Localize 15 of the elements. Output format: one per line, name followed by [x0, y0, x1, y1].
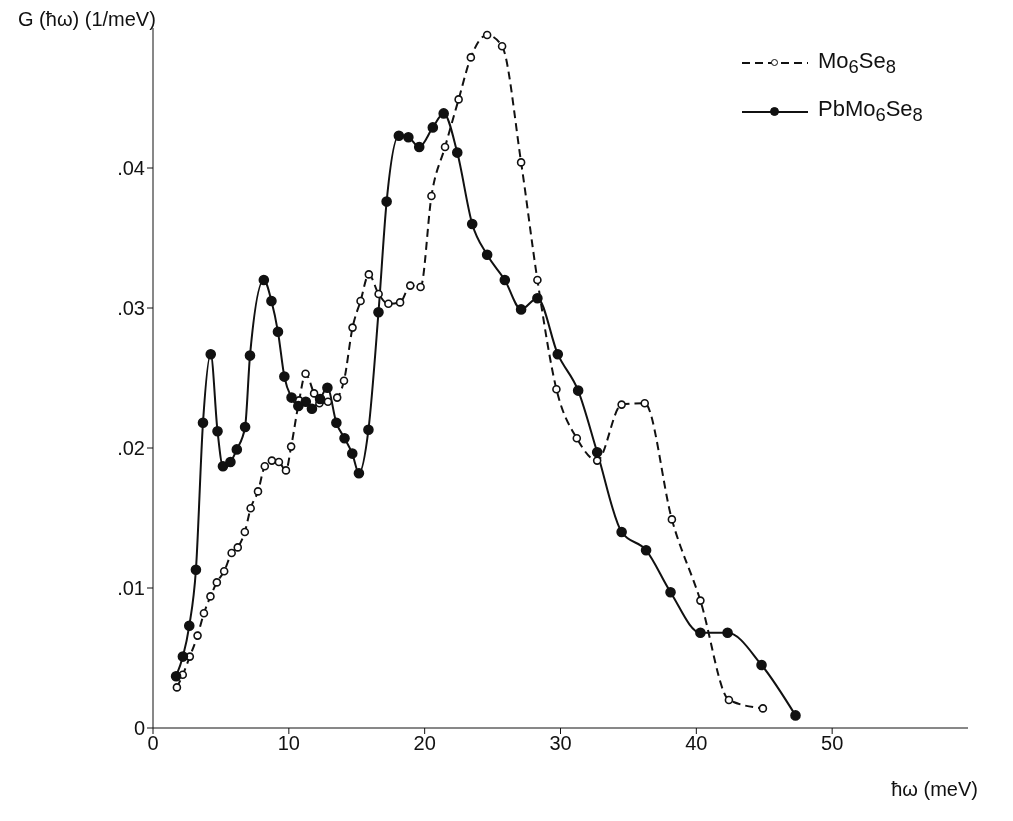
x-tick-label: 20 — [413, 732, 436, 755]
legend-label: PbMo$_{6}$Se$_{8}$ — [818, 96, 924, 127]
x-tick-label: 10 — [277, 732, 300, 755]
x-tick-label: 50 — [821, 732, 844, 755]
y-tick-label: 0 — [133, 717, 145, 740]
x-axis-title: ħω (meV) — [891, 778, 978, 801]
legend-label: Mo$_{6}$Se$_{8}$ — [818, 48, 897, 79]
y-axis-title: G (ħω) (1/meV) — [18, 8, 156, 31]
y-tick-label: .04 — [117, 157, 145, 180]
x-tick-label: 30 — [549, 732, 572, 755]
y-tick-label: .02 — [117, 437, 145, 460]
y-tick-label: .01 — [117, 577, 145, 600]
x-tick-label: 40 — [685, 732, 708, 755]
y-tick-label: .03 — [117, 297, 145, 320]
x-tick-label: 0 — [147, 732, 159, 755]
